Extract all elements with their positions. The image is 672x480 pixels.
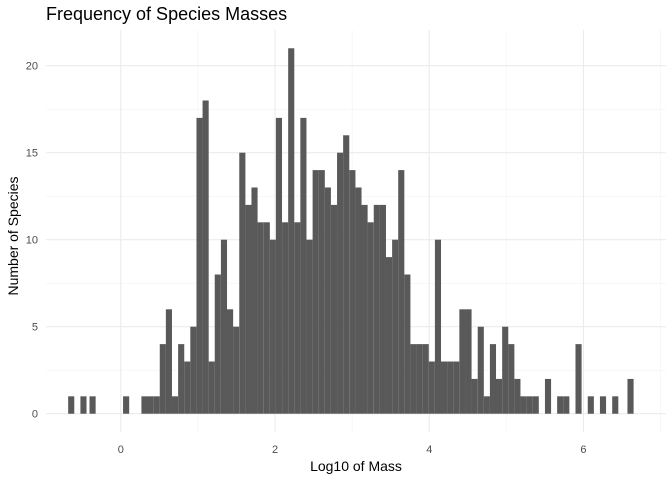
histogram-bars [68, 48, 634, 414]
histogram-bar [245, 204, 252, 414]
y-tick-label: 10 [26, 235, 38, 247]
histogram-bar [233, 326, 240, 414]
histogram-bar [294, 222, 301, 414]
histogram-bar [190, 326, 197, 414]
histogram-bar [263, 222, 270, 414]
x-tick-label: 0 [118, 444, 124, 456]
histogram-bar [147, 396, 154, 414]
histogram-bar [612, 396, 619, 414]
histogram-bar [159, 344, 166, 414]
histogram-bar [141, 396, 148, 414]
histogram-bar [312, 170, 319, 414]
histogram-bar [627, 378, 634, 414]
histogram-bar [306, 239, 313, 414]
histogram-bar [202, 100, 209, 414]
histogram-bar [153, 396, 160, 414]
histogram-bar [495, 378, 503, 414]
histogram-bar [563, 396, 570, 414]
histogram-bar [227, 309, 234, 414]
histogram-bar [477, 326, 484, 414]
histogram-bar [355, 187, 362, 414]
y-axis-ticks: 0 5 10 15 20 [26, 61, 38, 421]
chart-title: Frequency of Species Masses [46, 4, 288, 24]
histogram-bar [453, 361, 460, 414]
x-axis-ticks: 0 2 4 6 [118, 444, 587, 456]
histogram-bar [483, 396, 490, 414]
histogram-bar [520, 396, 527, 414]
histogram-bar [361, 204, 368, 414]
histogram-bar [300, 117, 307, 414]
histogram-bar [337, 152, 344, 414]
histogram-bar [68, 396, 75, 414]
histogram-bar [587, 396, 594, 414]
histogram-bar [465, 309, 472, 414]
histogram-bar [416, 344, 423, 414]
histogram-bar [508, 344, 515, 414]
histogram-bar [269, 239, 276, 414]
histogram-bar [251, 187, 258, 414]
histogram-bar [239, 152, 246, 414]
histogram-bar [282, 222, 289, 414]
histogram-bar [447, 361, 454, 414]
histogram-bar [178, 344, 185, 414]
histogram-bar [373, 204, 380, 414]
histogram-bar [459, 309, 466, 414]
y-tick-label: 15 [26, 148, 38, 160]
histogram-bar [220, 239, 228, 414]
histogram-bar [318, 170, 325, 414]
histogram-bar [526, 396, 533, 414]
y-axis-title: Number of Species [5, 176, 21, 295]
histogram-bar [208, 361, 215, 414]
x-tick-label: 4 [426, 444, 432, 456]
histogram-bar [165, 309, 172, 414]
histogram-bar [343, 135, 350, 414]
histogram-bar [324, 187, 331, 414]
histogram-bar [575, 344, 582, 414]
y-tick-label: 5 [32, 322, 38, 334]
histogram-bar [514, 378, 521, 414]
y-tick-label: 0 [32, 409, 38, 421]
histogram-bar [330, 204, 338, 414]
x-axis-title: Log10 of Mass [310, 458, 402, 474]
histogram-bar [544, 378, 552, 414]
histogram-bar [422, 344, 429, 414]
histogram-bar [385, 257, 393, 414]
x-tick-label: 2 [272, 444, 278, 456]
histogram-bar [379, 204, 386, 414]
histogram-bar [123, 396, 130, 414]
histogram-bar [434, 239, 442, 414]
histogram-bar [441, 361, 448, 414]
histogram-bar [392, 239, 399, 414]
histogram-bar [288, 48, 295, 414]
histogram-bar [428, 361, 435, 414]
x-tick-label: 6 [580, 444, 586, 456]
histogram-bar [367, 222, 374, 414]
histogram-bar [599, 396, 607, 414]
histogram-bar [532, 396, 539, 414]
histogram-bar [557, 396, 564, 414]
histogram-bar [404, 274, 411, 414]
histogram-bar [184, 361, 191, 414]
histogram-bar [171, 396, 179, 414]
histogram-bar [257, 222, 264, 414]
histogram-bar [196, 117, 203, 414]
histogram-bar [80, 396, 87, 414]
histogram-bar [502, 326, 509, 414]
histogram-bar [349, 170, 356, 414]
histogram-bar [214, 274, 221, 414]
y-tick-label: 20 [26, 61, 38, 73]
histogram-bar [410, 344, 417, 414]
histogram-bar [398, 170, 405, 414]
histogram-bar [89, 396, 96, 414]
histogram-bar [275, 117, 283, 414]
histogram-bar [489, 344, 497, 414]
histogram-bar [471, 378, 478, 414]
